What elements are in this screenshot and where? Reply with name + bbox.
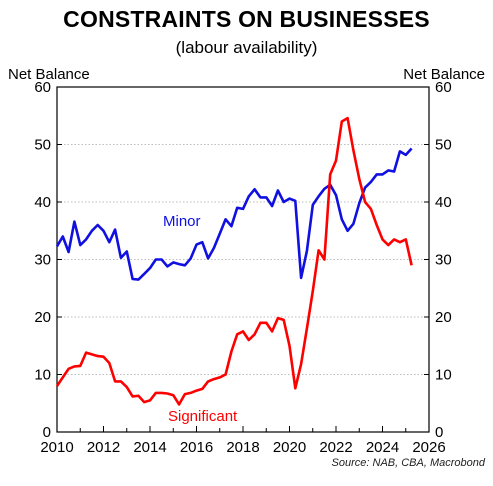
x-tick-label: 2018 bbox=[226, 439, 259, 456]
series-line-significant bbox=[55, 116, 413, 406]
x-tick-label: 2024 bbox=[366, 439, 399, 456]
chart-subtitle: (labour availability) bbox=[175, 38, 318, 57]
x-tick-label: 2022 bbox=[319, 439, 352, 456]
series-label-minor: Minor bbox=[163, 213, 201, 230]
source-note: Source: NAB, CBA, Macrobond bbox=[332, 457, 486, 469]
x-tick-label: 2020 bbox=[273, 439, 306, 456]
y-tick-label-right: 30 bbox=[435, 252, 452, 269]
series-label-significant: Significant bbox=[168, 408, 238, 425]
y-tick-label-right: 50 bbox=[435, 137, 452, 154]
y-tick-label-left: 60 bbox=[34, 79, 51, 96]
y-tick-label-left: 0 bbox=[43, 424, 51, 441]
y-tick-label-right: 10 bbox=[435, 367, 452, 384]
y-tick-label-right: 40 bbox=[435, 194, 452, 211]
y-tick-label-right: 0 bbox=[435, 424, 443, 441]
y-tick-label-right: 60 bbox=[435, 79, 452, 96]
y-tick-label-left: 40 bbox=[34, 194, 51, 211]
y-tick-label-left: 20 bbox=[34, 309, 51, 326]
y-tick-label-right: 20 bbox=[435, 309, 452, 326]
x-tick-label: 2014 bbox=[133, 439, 166, 456]
x-tick-label: 2012 bbox=[87, 439, 120, 456]
series-lines bbox=[55, 116, 413, 406]
y-tick-label-left: 30 bbox=[34, 252, 51, 269]
series-line-minor bbox=[55, 147, 413, 281]
y-axis-label-right: Net Balance bbox=[403, 66, 485, 83]
y-tick-label-left: 10 bbox=[34, 367, 51, 384]
chart-title: CONSTRAINTS ON BUSINESSES bbox=[63, 6, 430, 32]
y-tick-label-left: 50 bbox=[34, 137, 51, 154]
x-tick-label: 2026 bbox=[412, 439, 445, 456]
gridlines bbox=[57, 144, 429, 375]
x-tick-label: 2016 bbox=[180, 439, 213, 456]
y-axis-label-left: Net Balance bbox=[8, 66, 90, 83]
x-tick-label: 2010 bbox=[40, 439, 73, 456]
